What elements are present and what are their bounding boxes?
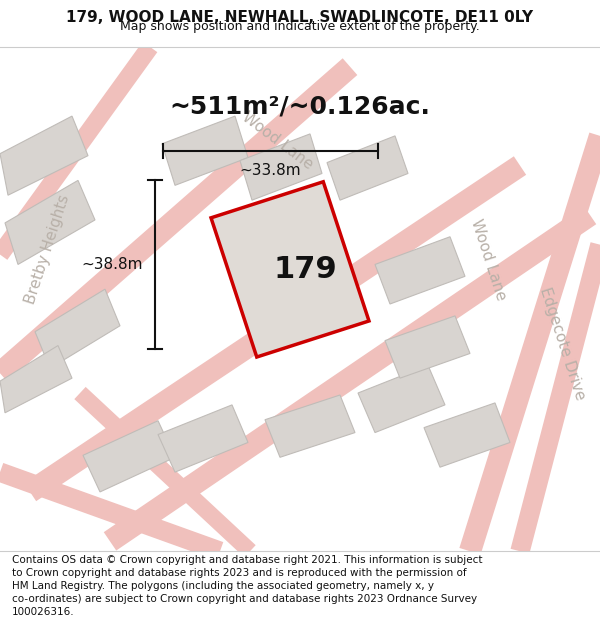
Polygon shape (240, 134, 322, 200)
Text: 100026316.: 100026316. (12, 608, 74, 618)
Polygon shape (162, 116, 248, 186)
Polygon shape (265, 395, 355, 458)
Text: 179: 179 (273, 255, 337, 284)
Text: Map shows position and indicative extent of the property.: Map shows position and indicative extent… (120, 20, 480, 32)
Text: Bretby Heights: Bretby Heights (23, 193, 73, 306)
Polygon shape (358, 366, 445, 432)
Polygon shape (211, 182, 369, 357)
Text: Edgecote Drive: Edgecote Drive (536, 285, 587, 402)
Polygon shape (385, 316, 470, 378)
Text: HM Land Registry. The polygons (including the associated geometry, namely x, y: HM Land Registry. The polygons (includin… (12, 581, 434, 591)
Polygon shape (0, 116, 88, 195)
Polygon shape (83, 421, 175, 492)
Text: ~33.8m: ~33.8m (239, 162, 301, 177)
Text: Wood Lane: Wood Lane (239, 109, 316, 173)
Text: ~511m²/~0.126ac.: ~511m²/~0.126ac. (170, 94, 430, 118)
Text: Contains OS data © Crown copyright and database right 2021. This information is : Contains OS data © Crown copyright and d… (12, 555, 482, 565)
Polygon shape (35, 289, 120, 368)
Text: to Crown copyright and database rights 2023 and is reproduced with the permissio: to Crown copyright and database rights 2… (12, 568, 467, 578)
Polygon shape (424, 403, 510, 468)
Text: ~38.8m: ~38.8m (82, 257, 143, 272)
Polygon shape (0, 346, 72, 413)
Polygon shape (158, 405, 248, 472)
Polygon shape (327, 136, 408, 200)
Polygon shape (5, 181, 95, 264)
Text: co-ordinates) are subject to Crown copyright and database rights 2023 Ordnance S: co-ordinates) are subject to Crown copyr… (12, 594, 477, 604)
Text: Wood Lane: Wood Lane (468, 217, 508, 302)
Polygon shape (375, 237, 465, 304)
Text: 179, WOOD LANE, NEWHALL, SWADLINCOTE, DE11 0LY: 179, WOOD LANE, NEWHALL, SWADLINCOTE, DE… (67, 10, 533, 25)
